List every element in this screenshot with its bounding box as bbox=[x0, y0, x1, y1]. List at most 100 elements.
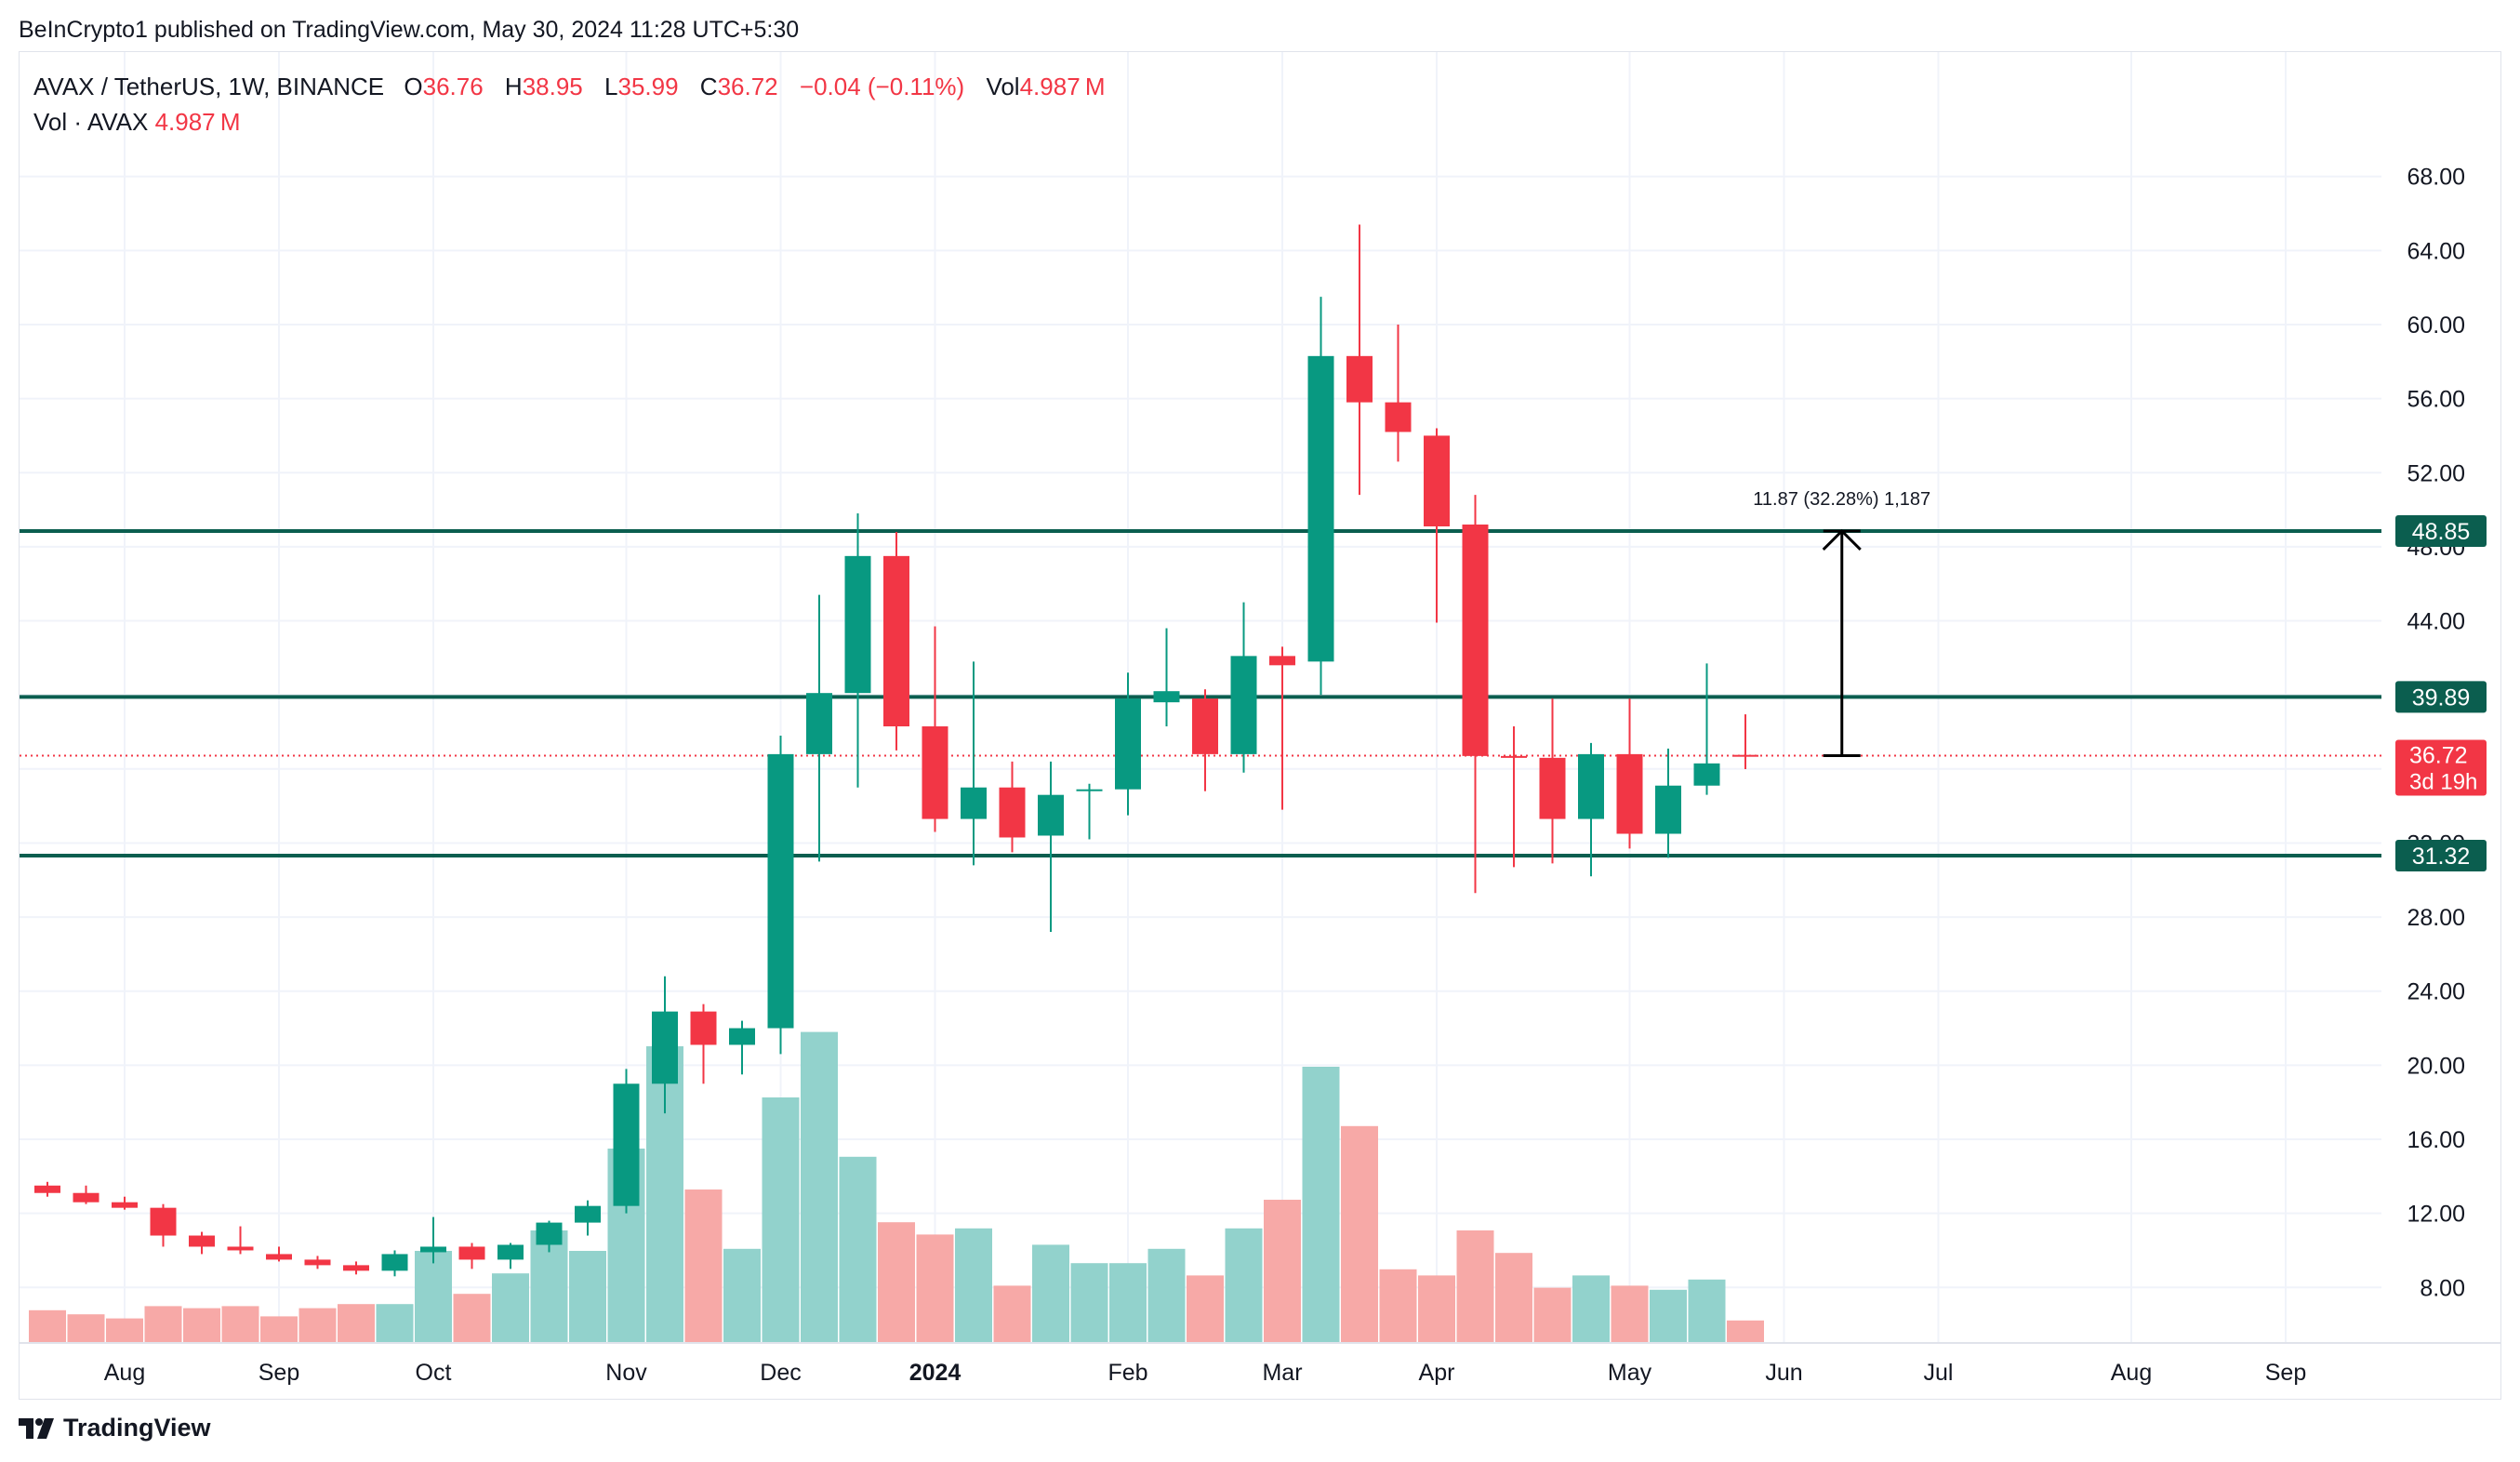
volume-bar bbox=[1727, 1320, 1764, 1343]
chart-frame[interactable]: 11.87 (32.28%) 1,187 8.00 12.00 16.00 20.00 2… bbox=[19, 51, 2501, 1400]
volume-bar bbox=[1418, 1275, 1455, 1343]
candle-body bbox=[343, 1265, 369, 1271]
tradingview-brand: TradingView bbox=[63, 1414, 211, 1442]
volume-bar bbox=[1225, 1228, 1263, 1343]
measure-label: 11.87 (32.28%) 1,187 bbox=[1753, 489, 1930, 510]
candle-body bbox=[73, 1192, 99, 1203]
candle-body bbox=[652, 1011, 678, 1084]
volume-bar bbox=[1032, 1244, 1069, 1343]
candle-body bbox=[536, 1222, 563, 1245]
candle-body bbox=[381, 1254, 408, 1271]
volume-bar bbox=[338, 1304, 375, 1343]
candle-body bbox=[1385, 402, 1412, 432]
candle-body bbox=[1153, 691, 1180, 703]
candle-body bbox=[767, 753, 794, 1029]
candle-body bbox=[575, 1205, 601, 1223]
volume-bar bbox=[1688, 1279, 1726, 1343]
candle-body bbox=[1693, 763, 1720, 786]
candle-body bbox=[1346, 355, 1373, 403]
y-tick-label: 52.00 bbox=[2407, 460, 2465, 486]
candle-body bbox=[613, 1083, 640, 1206]
publisher-caption: BeInCrypto1 published on TradingView.com… bbox=[19, 17, 800, 43]
candle-body bbox=[1038, 794, 1064, 836]
volume-bar bbox=[839, 1156, 877, 1343]
volume-bar bbox=[260, 1316, 298, 1343]
legend-high-label: H bbox=[504, 73, 523, 100]
candle-body bbox=[1192, 698, 1218, 754]
x-tick-label: Mar bbox=[1262, 1360, 1302, 1386]
candle-body bbox=[1424, 435, 1450, 526]
volume-bar bbox=[801, 1031, 838, 1343]
x-tick-label: Feb bbox=[1107, 1360, 1147, 1386]
volume-bar bbox=[569, 1251, 606, 1343]
current-price-badge bbox=[2395, 739, 2487, 796]
candle-body bbox=[844, 555, 871, 694]
legend-volume-label: Vol bbox=[986, 73, 1020, 100]
legend-low-value: 35.99 bbox=[617, 73, 679, 100]
volume-bar bbox=[106, 1318, 143, 1343]
volume-bar bbox=[1379, 1269, 1417, 1343]
level-badge-label: 31.32 bbox=[2412, 844, 2471, 870]
candle-body bbox=[1076, 789, 1103, 791]
level-badge bbox=[2395, 514, 2487, 547]
legend-close-label: C bbox=[699, 73, 718, 100]
volume-bar bbox=[415, 1251, 452, 1343]
volume-bar bbox=[723, 1248, 761, 1343]
volume-bar bbox=[878, 1222, 915, 1343]
legend-open-label: O bbox=[404, 73, 423, 100]
y-axis: 8.0012.0016.0020.0024.0028.0032.0036.004… bbox=[2395, 165, 2487, 1301]
legend-change: −0.04 (−0.11%) bbox=[799, 73, 965, 100]
candle-body bbox=[458, 1246, 485, 1260]
candle-body bbox=[1539, 757, 1566, 819]
legend-close-value: 36.72 bbox=[717, 73, 778, 100]
volume-bar bbox=[1147, 1248, 1186, 1343]
volume-bar bbox=[684, 1190, 723, 1343]
candle-body bbox=[1732, 754, 1758, 757]
volume-bar bbox=[1611, 1285, 1649, 1343]
candles bbox=[34, 224, 1758, 1277]
y-tick-label: 20.00 bbox=[2407, 1053, 2465, 1079]
volume-bar bbox=[955, 1228, 992, 1343]
y-tick-label: 64.00 bbox=[2407, 238, 2465, 264]
legend-low-label: L bbox=[604, 73, 618, 100]
price-chart[interactable]: 11.87 (32.28%) 1,187 8.00 12.00 16.00 20.00 2… bbox=[20, 52, 2500, 1399]
x-tick-label: Jun bbox=[1765, 1360, 1802, 1386]
volume-bar bbox=[221, 1306, 259, 1343]
candle-body bbox=[34, 1185, 60, 1193]
volume-bar bbox=[1341, 1125, 1378, 1343]
volume-bar bbox=[1533, 1287, 1572, 1343]
legend: AVAX / TetherUS, 1W, BINANCE O36.76 H38.… bbox=[33, 69, 1121, 140]
legend-open-value: 36.76 bbox=[422, 73, 484, 100]
legend-volume-row: Vol · AVAX 4.987 M bbox=[33, 104, 1121, 140]
volume-bar bbox=[183, 1308, 220, 1343]
volume-bar bbox=[1070, 1263, 1108, 1343]
volume-bar bbox=[1187, 1275, 1224, 1343]
current-price-label: 36.72 bbox=[2409, 742, 2468, 768]
x-tick-label: Jul bbox=[1924, 1360, 1954, 1386]
volume-bar bbox=[1650, 1289, 1687, 1343]
volume-bar bbox=[762, 1097, 800, 1343]
volume-bars bbox=[29, 1031, 1764, 1343]
tradingview-logo[interactable]: TradingView bbox=[19, 1414, 211, 1442]
x-axis: Aug Sep Oct Nov Dec 2024 Feb Mar Apr May Jun Jul Aug… bbox=[20, 1342, 2500, 1386]
measure-tool: 11.87 (32.28%) 1,187 bbox=[1753, 489, 1930, 757]
candle-body bbox=[1655, 785, 1681, 834]
x-tick-label: Oct bbox=[416, 1360, 452, 1386]
candle-body bbox=[806, 693, 832, 754]
candle-body bbox=[883, 555, 909, 727]
candle-body bbox=[1230, 656, 1257, 754]
candle-body bbox=[304, 1259, 331, 1266]
legend-symbol[interactable]: AVAX / TetherUS, 1W, BINANCE bbox=[33, 73, 385, 100]
candle-body bbox=[112, 1202, 138, 1208]
legend-ohlc-row: AVAX / TetherUS, 1W, BINANCE O36.76 H38.… bbox=[33, 69, 1121, 104]
levels bbox=[20, 528, 2381, 857]
legend-volume-indicator[interactable]: Vol · AVAX bbox=[33, 108, 149, 136]
x-tick-label: 2024 bbox=[909, 1360, 962, 1386]
volume-bar bbox=[993, 1285, 1031, 1343]
legend-volume-value: 4.987 M bbox=[1019, 73, 1106, 100]
candle-body bbox=[266, 1254, 292, 1260]
volume-bar bbox=[1302, 1067, 1340, 1343]
legend-volume-indicator-value: 4.987 M bbox=[154, 108, 241, 136]
level-badge-label: 39.89 bbox=[2412, 684, 2471, 711]
candle-body bbox=[922, 726, 948, 819]
